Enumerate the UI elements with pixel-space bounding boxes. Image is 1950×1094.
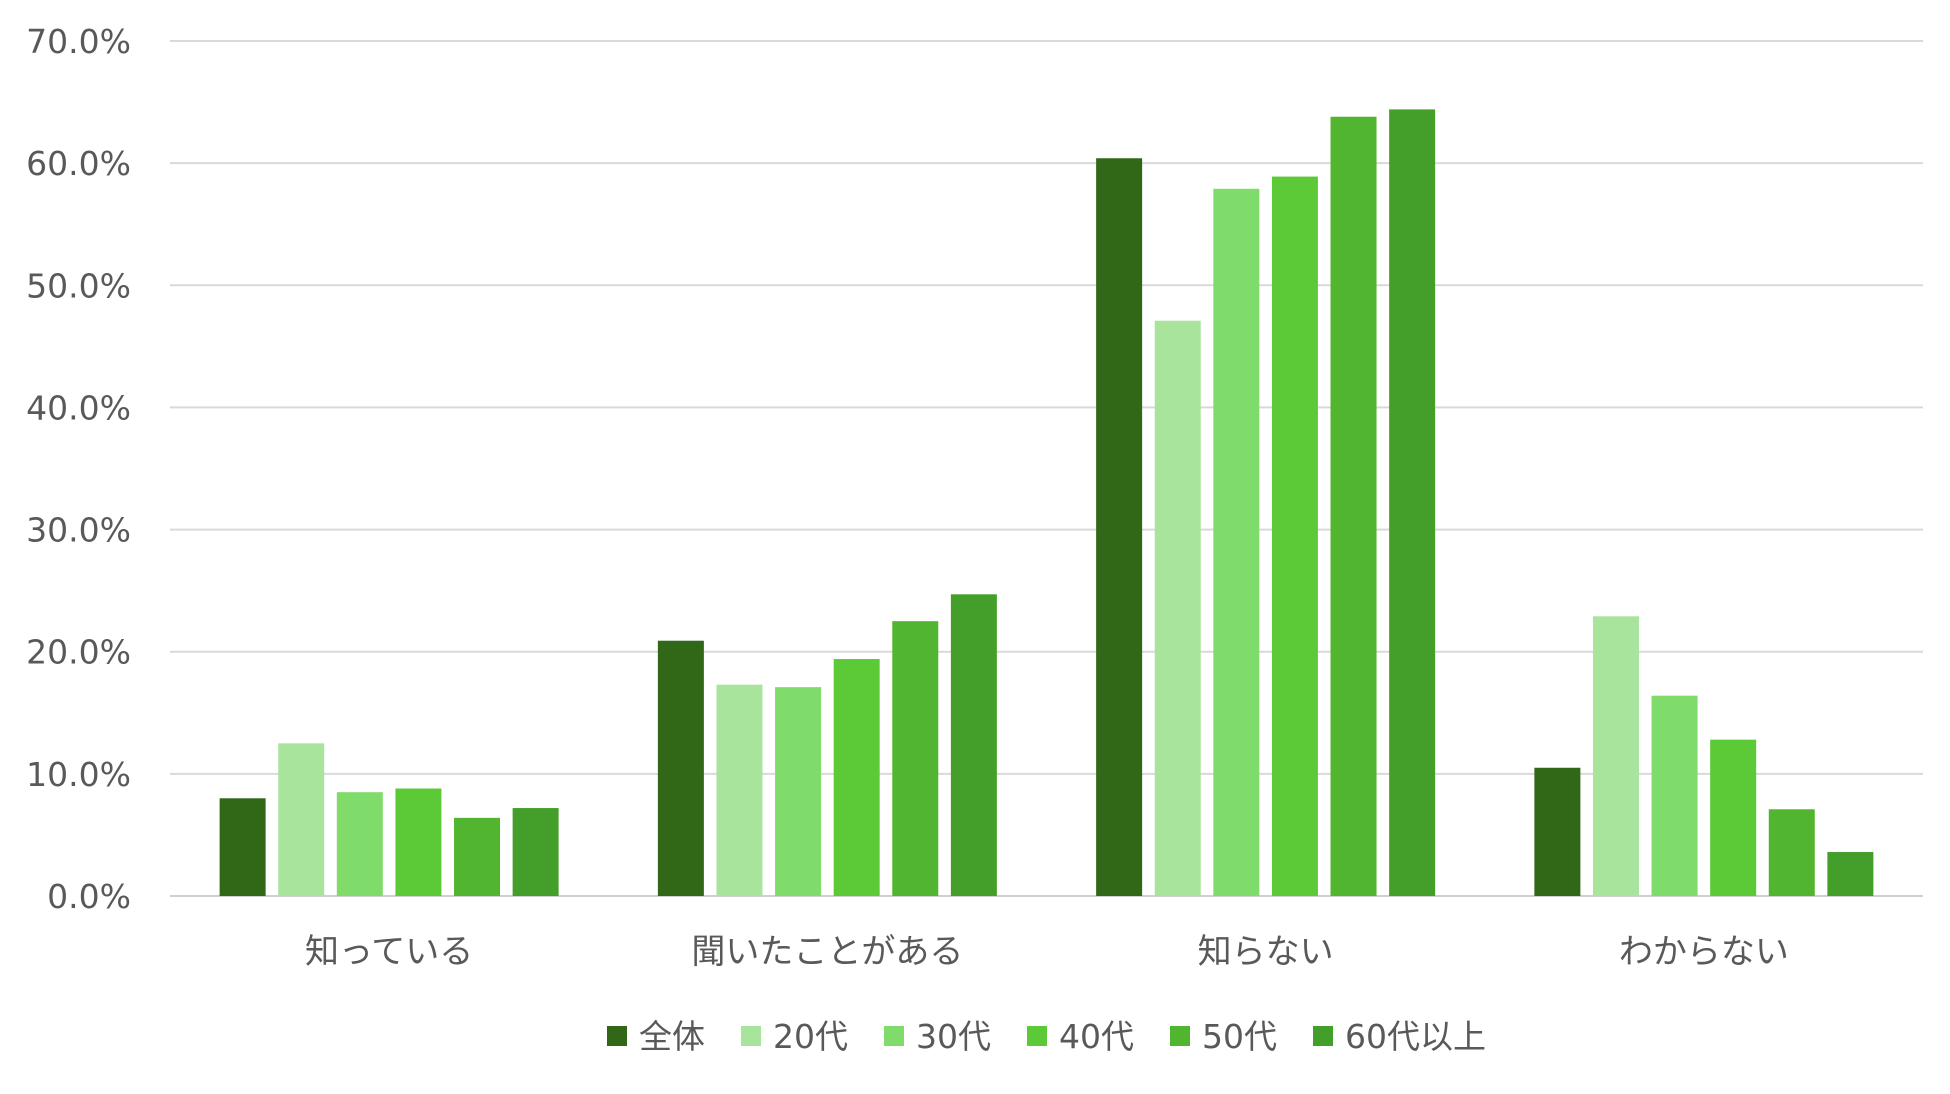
bar (1096, 158, 1143, 896)
bar (775, 687, 822, 896)
y-tick-label: 50.0% (26, 266, 131, 305)
bar (1330, 116, 1377, 896)
legend-label: 50代 (1202, 1017, 1277, 1056)
y-tick-label: 40.0% (26, 388, 131, 427)
bar (1827, 852, 1874, 896)
bar (892, 621, 939, 896)
gridlines (170, 40, 1923, 897)
bar (716, 684, 763, 896)
y-tick-label: 10.0% (26, 755, 131, 794)
bar (1154, 320, 1201, 896)
bar (1592, 616, 1639, 896)
bar (395, 788, 442, 896)
bars (219, 109, 1874, 897)
legend-swatch (1170, 1026, 1190, 1046)
legend-swatch (607, 1026, 627, 1046)
legend-swatch (884, 1026, 904, 1046)
y-axis-ticks: 0.0% 10.0% 20.0% 30.0% 40.0% 50.0% 60.0% 70.0% (26, 22, 131, 916)
bar (1271, 176, 1318, 897)
bar (950, 594, 997, 896)
x-axis-ticks: 知っている 聞いたことがある 知らない わからない (305, 932, 1789, 972)
bar (219, 798, 266, 896)
bar (1768, 809, 1815, 896)
bar (278, 743, 325, 896)
bar (657, 640, 704, 896)
x-tick-label: わからない (1619, 932, 1789, 972)
x-tick-label: 知らない (1198, 932, 1334, 972)
legend-label: 60代以上 (1345, 1017, 1486, 1056)
bar (512, 808, 559, 896)
bar (454, 817, 501, 896)
x-tick-label: 知っている (305, 932, 473, 972)
bar (1389, 109, 1436, 896)
legend-label: 30代 (916, 1017, 991, 1056)
bar (1710, 739, 1757, 896)
bar (833, 659, 880, 896)
legend-swatch (1027, 1026, 1047, 1046)
bar (336, 792, 383, 896)
bar (1651, 695, 1698, 896)
y-tick-label: 30.0% (26, 511, 131, 550)
y-tick-label: 20.0% (26, 633, 131, 672)
legend: 全体 20代 30代 40代 50代 60代以上 (607, 1017, 1486, 1056)
x-tick-label: 聞いたことがある (691, 932, 963, 972)
legend-label: 20代 (773, 1017, 848, 1056)
legend-swatch (1313, 1026, 1333, 1046)
bar (1213, 188, 1260, 897)
legend-label: 全体 (639, 1017, 705, 1056)
y-tick-label: 0.0% (47, 877, 131, 916)
bar (1534, 767, 1581, 896)
y-tick-label: 70.0% (26, 22, 131, 61)
legend-swatch (741, 1026, 761, 1046)
legend-label: 40代 (1059, 1017, 1134, 1056)
y-tick-label: 60.0% (26, 144, 131, 183)
